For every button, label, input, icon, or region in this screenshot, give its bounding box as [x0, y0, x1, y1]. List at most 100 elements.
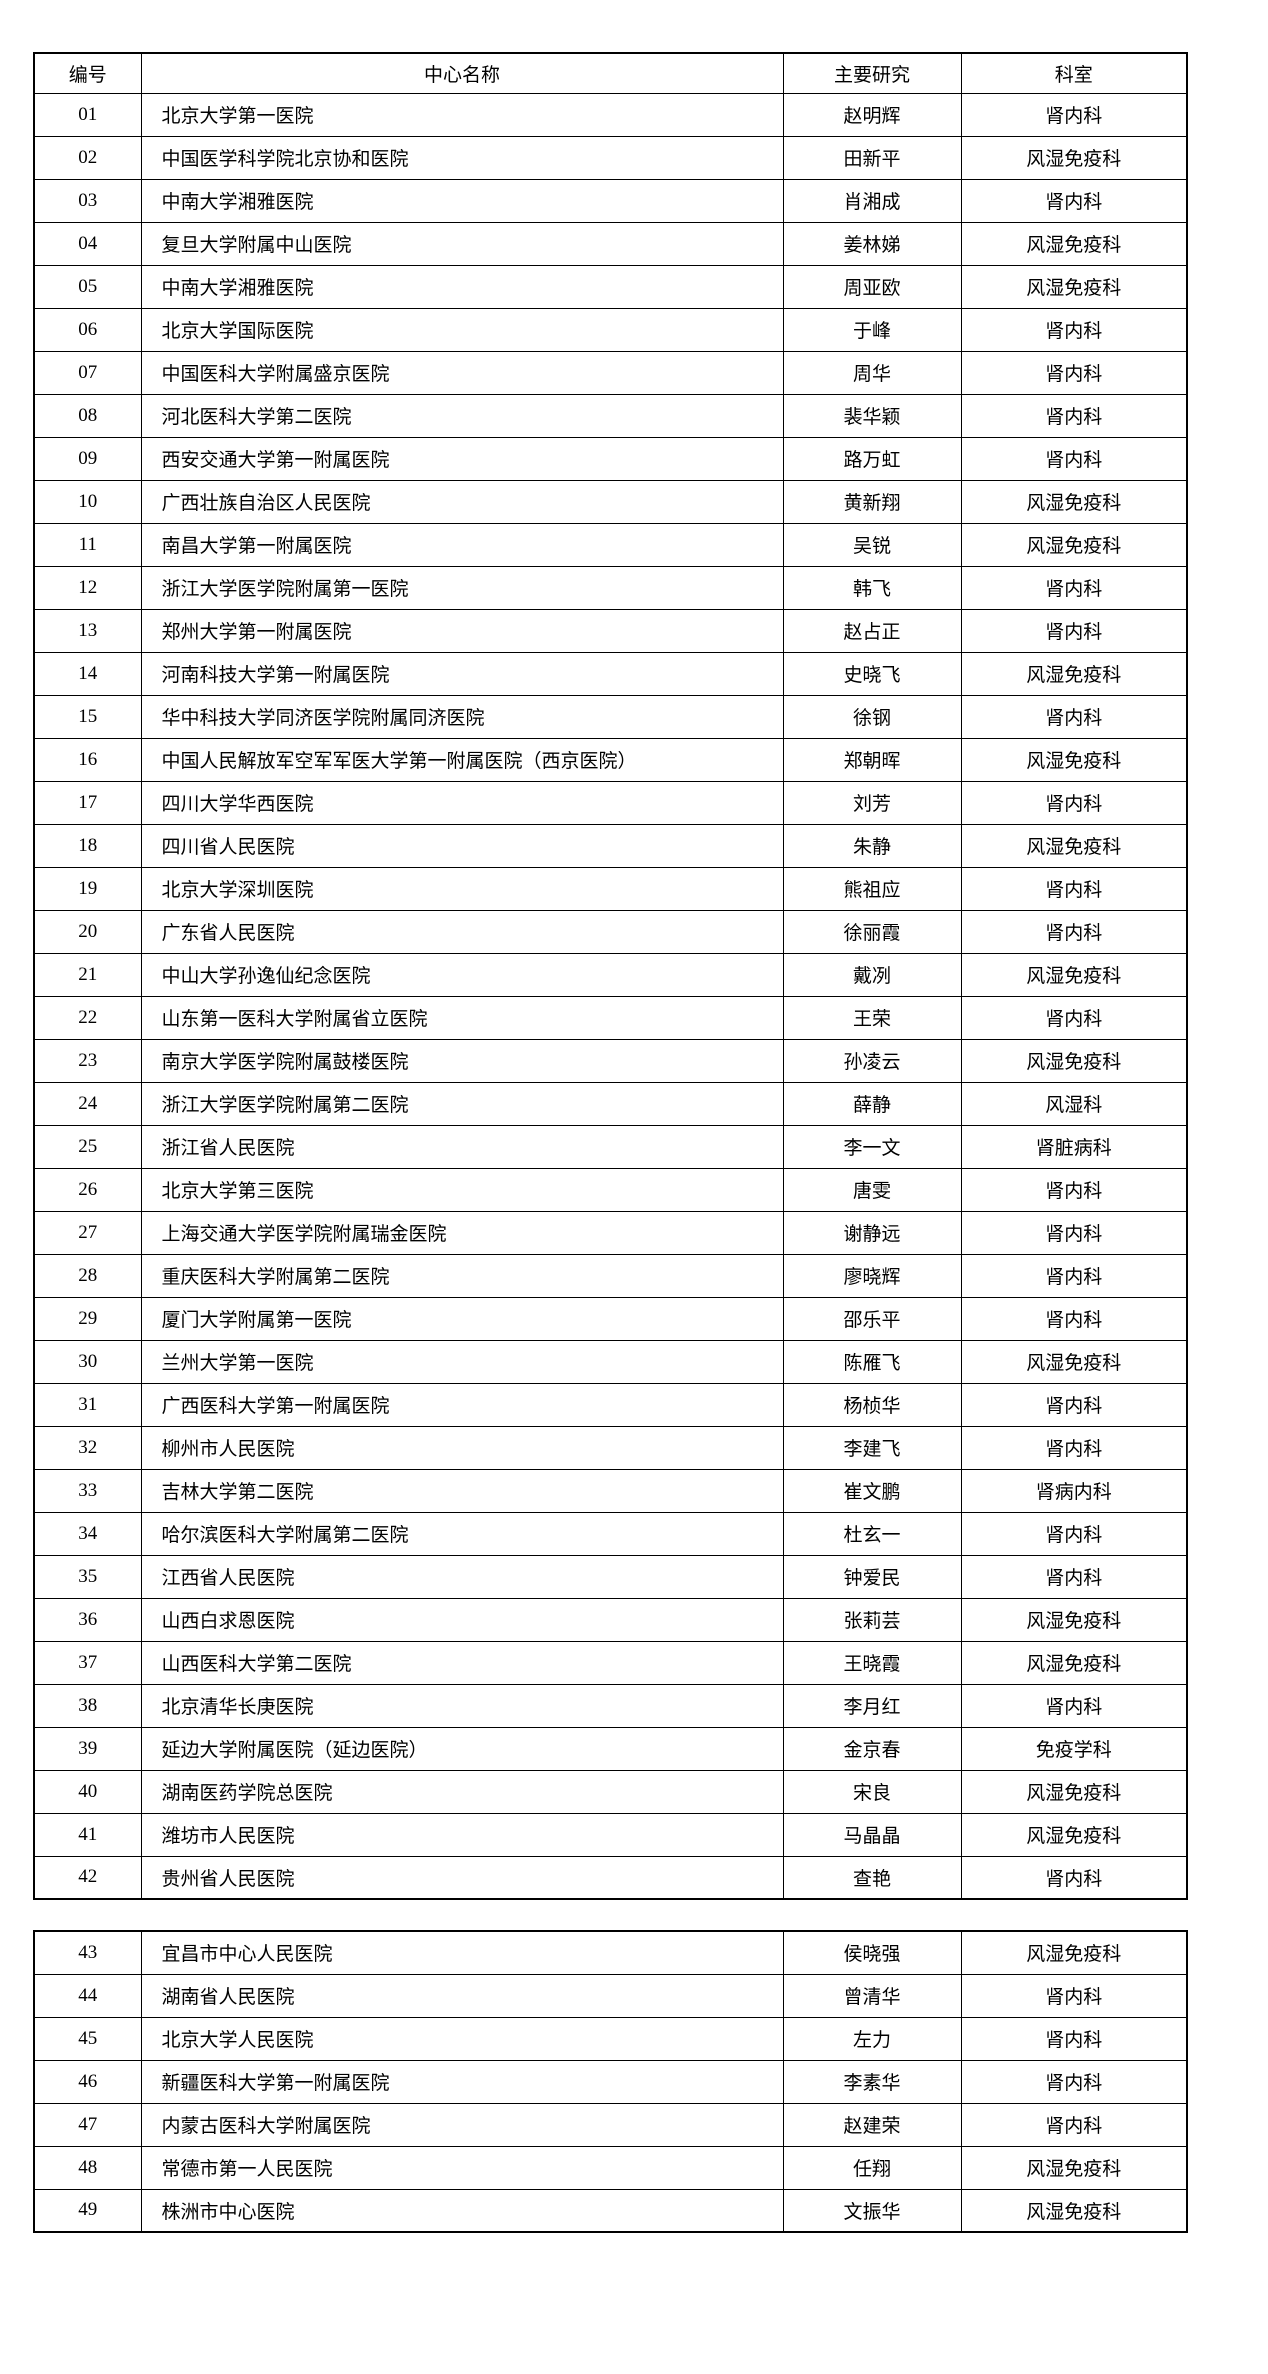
center-name: 南京大学医学院附属鼓楼医院 [140, 1038, 784, 1083]
department: 肾病内科 [960, 1468, 1188, 1513]
principal-investigator: 孙凌云 [782, 1038, 962, 1083]
center-name: 浙江大学医学院附属第一医院 [140, 565, 784, 610]
principal-investigator: 姜林娣 [782, 221, 962, 266]
table-row: 46 新疆医科大学第一附属医院 李素华 肾内科 [33, 2059, 1188, 2104]
principal-investigator: 文振华 [782, 2188, 962, 2233]
department: 肾内科 [960, 1296, 1188, 1341]
table-row: 15 华中科技大学同济医学院附属同济医院 徐钢 肾内科 [33, 694, 1188, 739]
center-id: 24 [33, 1081, 142, 1126]
center-id: 05 [33, 264, 142, 309]
center-id: 42 [33, 1855, 142, 1900]
center-id: 46 [33, 2059, 142, 2104]
department: 风湿免疫科 [960, 1597, 1188, 1642]
department: 风湿免疫科 [960, 479, 1188, 524]
center-name: 中国医科大学附属盛京医院 [140, 350, 784, 395]
department: 肾内科 [960, 178, 1188, 223]
table-row: 39 延边大学附属医院（延边医院） 金京春 免疫学科 [33, 1726, 1188, 1771]
principal-investigator: 于峰 [782, 307, 962, 352]
table-row: 01 北京大学第一医院 赵明辉 肾内科 [33, 92, 1188, 137]
department: 肾内科 [960, 1683, 1188, 1728]
center-name: 厦门大学附属第一医院 [140, 1296, 784, 1341]
center-id: 49 [33, 2188, 142, 2233]
table-body-main: 01 北京大学第一医院 赵明辉 肾内科 02 中国医学科学院北京协和医院 田新平 风湿免疫科 0… [33, 92, 1188, 1900]
table-header: 编号 中心名称 主要研究 科室 [33, 52, 1188, 94]
center-id: 09 [33, 436, 142, 481]
table-row: 06 北京大学国际医院 于峰 肾内科 [33, 307, 1188, 352]
principal-investigator: 王荣 [782, 995, 962, 1040]
table-row: 26 北京大学第三医院 唐雯 肾内科 [33, 1167, 1188, 1212]
department: 肾内科 [960, 1855, 1188, 1900]
center-name: 郑州大学第一附属医院 [140, 608, 784, 653]
center-name: 山东第一医科大学附属省立医院 [140, 995, 784, 1040]
center-name: 延边大学附属医院（延边医院） [140, 1726, 784, 1771]
center-id: 34 [33, 1511, 142, 1556]
principal-investigator: 薛静 [782, 1081, 962, 1126]
center-name: 常德市第一人民医院 [140, 2145, 784, 2190]
department: 肾内科 [960, 909, 1188, 954]
table-row: 48 常德市第一人民医院 任翔 风湿免疫科 [33, 2145, 1188, 2190]
center-id: 02 [33, 135, 142, 180]
table-row: 19 北京大学深圳医院 熊祖应 肾内科 [33, 866, 1188, 911]
table-row: 27 上海交通大学医学院附属瑞金医院 谢静远 肾内科 [33, 1210, 1188, 1255]
center-name: 南昌大学第一附属医院 [140, 522, 784, 567]
center-name: 北京大学第一医院 [140, 92, 784, 137]
principal-investigator: 李月红 [782, 1683, 962, 1728]
center-name: 广西壮族自治区人民医院 [140, 479, 784, 524]
principal-investigator: 王晓霞 [782, 1640, 962, 1685]
principal-investigator: 徐丽霞 [782, 909, 962, 954]
center-name: 重庆医科大学附属第二医院 [140, 1253, 784, 1298]
department: 肾内科 [960, 866, 1188, 911]
table-row: 32 柳州市人民医院 李建飞 肾内科 [33, 1425, 1188, 1470]
table-body-continued: 43 宜昌市中心人民医院 侯晓强 风湿免疫科 44 湖南省人民医院 曾清华 肾内科 45 北京大学… [33, 1930, 1188, 2233]
principal-investigator: 刘芳 [782, 780, 962, 825]
center-id: 28 [33, 1253, 142, 1298]
principal-investigator: 谢静远 [782, 1210, 962, 1255]
department: 肾内科 [960, 2016, 1188, 2061]
department: 风湿免疫科 [960, 1812, 1188, 1857]
center-id: 31 [33, 1382, 142, 1427]
center-name: 北京清华长庚医院 [140, 1683, 784, 1728]
table-row: 40 湖南医药学院总医院 宋良 风湿免疫科 [33, 1769, 1188, 1814]
center-name: 四川大学华西医院 [140, 780, 784, 825]
center-name: 浙江大学医学院附属第二医院 [140, 1081, 784, 1126]
principal-investigator: 肖湘成 [782, 178, 962, 223]
principal-investigator: 李一文 [782, 1124, 962, 1169]
center-id: 47 [33, 2102, 142, 2147]
table-row: 43 宜昌市中心人民医院 侯晓强 风湿免疫科 [33, 1930, 1188, 1975]
table-row: 21 中山大学孙逸仙纪念医院 戴冽 风湿免疫科 [33, 952, 1188, 997]
center-id: 25 [33, 1124, 142, 1169]
center-name: 内蒙古医科大学附属医院 [140, 2102, 784, 2147]
center-id: 48 [33, 2145, 142, 2190]
center-id: 10 [33, 479, 142, 524]
department: 肾内科 [960, 350, 1188, 395]
principal-investigator: 左力 [782, 2016, 962, 2061]
table-row: 31 广西医科大学第一附属医院 杨桢华 肾内科 [33, 1382, 1188, 1427]
principal-investigator: 马晶晶 [782, 1812, 962, 1857]
center-id: 13 [33, 608, 142, 653]
center-name: 中国人民解放军空军军医大学第一附属医院（西京医院） [140, 737, 784, 782]
department: 肾内科 [960, 1253, 1188, 1298]
center-id: 18 [33, 823, 142, 868]
center-id: 01 [33, 92, 142, 137]
center-id: 27 [33, 1210, 142, 1255]
department: 风湿免疫科 [960, 2145, 1188, 2190]
center-name: 湖南省人民医院 [140, 1973, 784, 2018]
principal-investigator: 金京春 [782, 1726, 962, 1771]
table-row: 42 贵州省人民医院 查艳 肾内科 [33, 1855, 1188, 1900]
department: 风湿免疫科 [960, 135, 1188, 180]
department: 风湿科 [960, 1081, 1188, 1126]
department: 肾内科 [960, 1511, 1188, 1556]
principal-investigator: 崔文鹏 [782, 1468, 962, 1513]
header-center-id: 编号 [33, 52, 142, 94]
center-name: 河南科技大学第一附属医院 [140, 651, 784, 696]
department: 肾脏病科 [960, 1124, 1188, 1169]
department: 风湿免疫科 [960, 1930, 1188, 1975]
department: 肾内科 [960, 1973, 1188, 2018]
table-row: 12 浙江大学医学院附属第一医院 韩飞 肾内科 [33, 565, 1188, 610]
department: 风湿免疫科 [960, 1769, 1188, 1814]
center-name: 中南大学湘雅医院 [140, 264, 784, 309]
principal-investigator: 陈雁飞 [782, 1339, 962, 1384]
table-row: 05 中南大学湘雅医院 周亚欧 风湿免疫科 [33, 264, 1188, 309]
table-row: 44 湖南省人民医院 曾清华 肾内科 [33, 1973, 1188, 2018]
department: 肾内科 [960, 307, 1188, 352]
